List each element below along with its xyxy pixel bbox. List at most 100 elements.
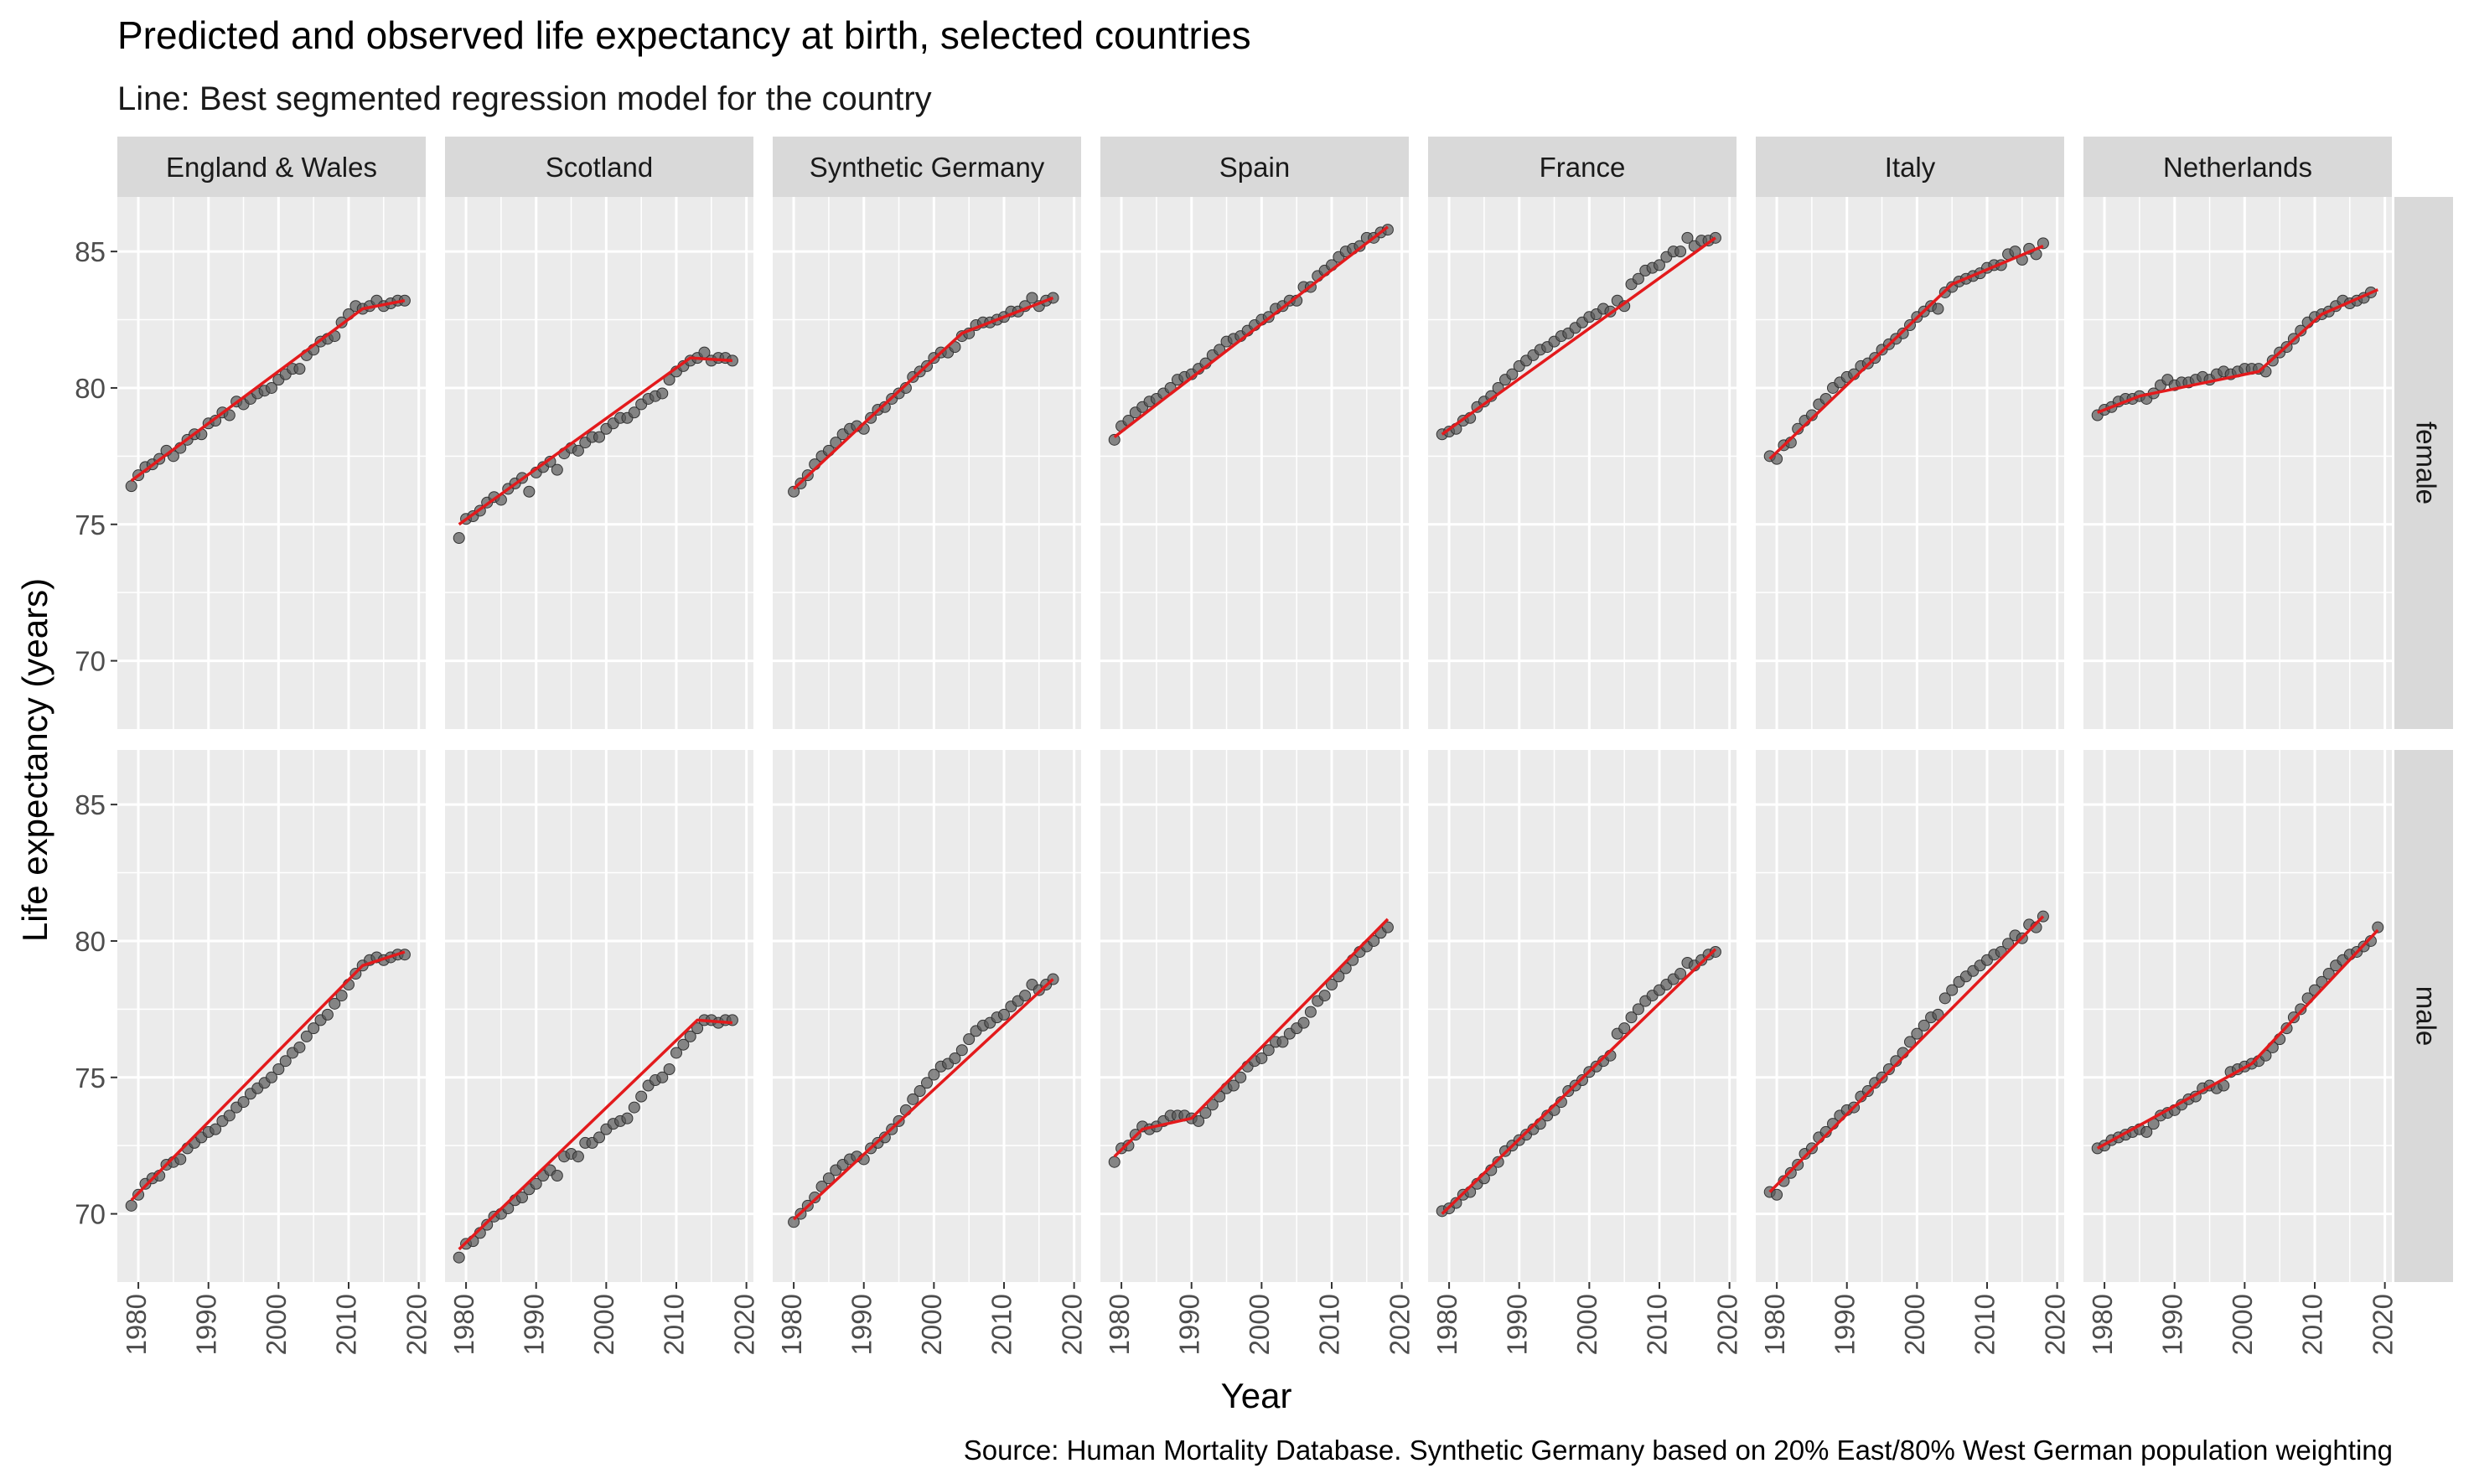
observed-point: [293, 1041, 306, 1053]
fitted-regression-line: [1113, 918, 1390, 1158]
observed-point: [453, 1251, 465, 1264]
strip-label-synthetic-germany: Synthetic Germany: [810, 152, 1045, 183]
observed-point: [914, 1085, 926, 1098]
series-netherlands-male: [2091, 921, 2384, 1155]
panel-synthetic-germany-male: [773, 750, 1081, 1282]
x-tick-label: 2010: [986, 1294, 1017, 1355]
observed-point: [822, 1172, 835, 1185]
observed-point: [1326, 979, 1338, 991]
observed-point: [1506, 368, 1519, 380]
row-strip-label-female: female: [2410, 421, 2441, 504]
x-tick-label: 2020: [2039, 1294, 2070, 1355]
observed-point: [1632, 1003, 1644, 1016]
series-spain-male: [1108, 918, 1394, 1168]
observed-point: [593, 1131, 605, 1144]
observed-point: [2295, 1003, 2307, 1016]
observed-point: [530, 1177, 542, 1190]
x-tick-label: 1980: [121, 1294, 152, 1355]
chart-subtitle: Line: Best segmented regression model fo…: [117, 80, 932, 117]
row-strip-male: [2394, 750, 2453, 1282]
panel-france-female: [1428, 197, 1736, 729]
observed-point: [1019, 990, 1032, 1002]
strip-netherlands: [2083, 137, 2392, 197]
x-tick-label: 2010: [2297, 1294, 2328, 1355]
x-tick-label: 2010: [1642, 1294, 1673, 1355]
x-tick-label: 2020: [728, 1294, 759, 1355]
x-axis-title: Year: [1221, 1376, 1292, 1415]
panel-spain-male: [1100, 750, 1409, 1282]
panel-background: [445, 197, 753, 729]
x-tick-label: 1990: [1173, 1294, 1204, 1355]
x-tick-label: 1980: [448, 1294, 479, 1355]
fitted-regression-line: [130, 298, 406, 483]
observed-point: [308, 1022, 320, 1035]
observed-point: [1297, 1016, 1310, 1029]
fitted-regression-line: [792, 978, 1054, 1221]
strip-spain: [1100, 137, 1409, 197]
observed-point: [125, 480, 137, 493]
x-tick-label: 2000: [261, 1294, 292, 1355]
x-tick-label: 2020: [2367, 1294, 2398, 1355]
observed-point: [1193, 1114, 1205, 1127]
panel-background: [1428, 197, 1736, 729]
panel-netherlands-female: [2083, 197, 2392, 729]
strip-label-scotland: Scotland: [546, 152, 653, 183]
fitted-regression-line: [130, 950, 406, 1202]
panel-background: [2083, 750, 2392, 1282]
observed-point: [125, 1199, 137, 1212]
observed-point: [1618, 1022, 1631, 1035]
x-tick-label: 1990: [846, 1294, 877, 1355]
x-tick-label: 1990: [2156, 1294, 2187, 1355]
observed-point: [955, 1044, 968, 1057]
observed-point: [174, 1153, 187, 1166]
observed-point: [1234, 1071, 1247, 1083]
observed-point: [1492, 1156, 1504, 1168]
strip-label-spain: Spain: [1219, 152, 1290, 183]
strip-label-netherlands: Netherlands: [2163, 152, 2312, 183]
chart-caption: Source: Human Mortality Database. Synthe…: [964, 1435, 2393, 1466]
fitted-regression-line: [2096, 928, 2379, 1150]
observed-point: [656, 1071, 669, 1083]
observed-point: [670, 1047, 682, 1059]
fitted-regression-line: [458, 356, 733, 526]
observed-point: [1918, 1019, 1930, 1032]
series-italy-male: [1763, 910, 2049, 1201]
observed-point: [1381, 921, 1394, 933]
strip-label-england-and-wales: England & Wales: [166, 152, 377, 183]
fitted-regression-line: [1113, 225, 1389, 438]
observed-point: [279, 1055, 292, 1068]
x-tick-label: 2020: [1384, 1294, 1415, 1355]
y-tick-label: 70: [75, 1199, 106, 1230]
x-tick-label: 1990: [1501, 1294, 1532, 1355]
observed-point: [949, 1052, 961, 1064]
observed-point: [621, 1112, 634, 1125]
x-tick-label: 2010: [659, 1294, 690, 1355]
observed-point: [907, 1093, 919, 1105]
observed-point: [2322, 968, 2335, 980]
observed-point: [1450, 1197, 1462, 1209]
panel-synthetic-germany-female: [773, 197, 1081, 729]
observed-point: [963, 1033, 976, 1046]
observed-point: [628, 406, 640, 419]
observed-point: [300, 1030, 313, 1042]
x-tick-label: 1990: [518, 1294, 549, 1355]
observed-point: [1654, 259, 1665, 271]
observed-point: [1932, 302, 1944, 315]
series-italy-female: [1763, 237, 2049, 465]
observed-point: [928, 1068, 940, 1081]
observed-point: [1674, 246, 1687, 258]
observed-point: [1784, 1166, 1797, 1179]
x-tick-label: 2000: [916, 1294, 947, 1355]
x-tick-label: 2000: [588, 1294, 619, 1355]
x-tick-label: 2000: [1244, 1294, 1275, 1355]
x-tick-label: 2010: [331, 1294, 362, 1355]
observed-point: [1276, 1036, 1289, 1048]
y-tick-label: 75: [75, 509, 106, 540]
observed-point: [1709, 945, 1721, 958]
x-tick-label: 1980: [1431, 1294, 1462, 1355]
series-france-male: [1436, 945, 1721, 1218]
observed-point: [663, 1063, 675, 1075]
observed-point: [1632, 272, 1644, 285]
panel-background: [1756, 750, 2064, 1282]
